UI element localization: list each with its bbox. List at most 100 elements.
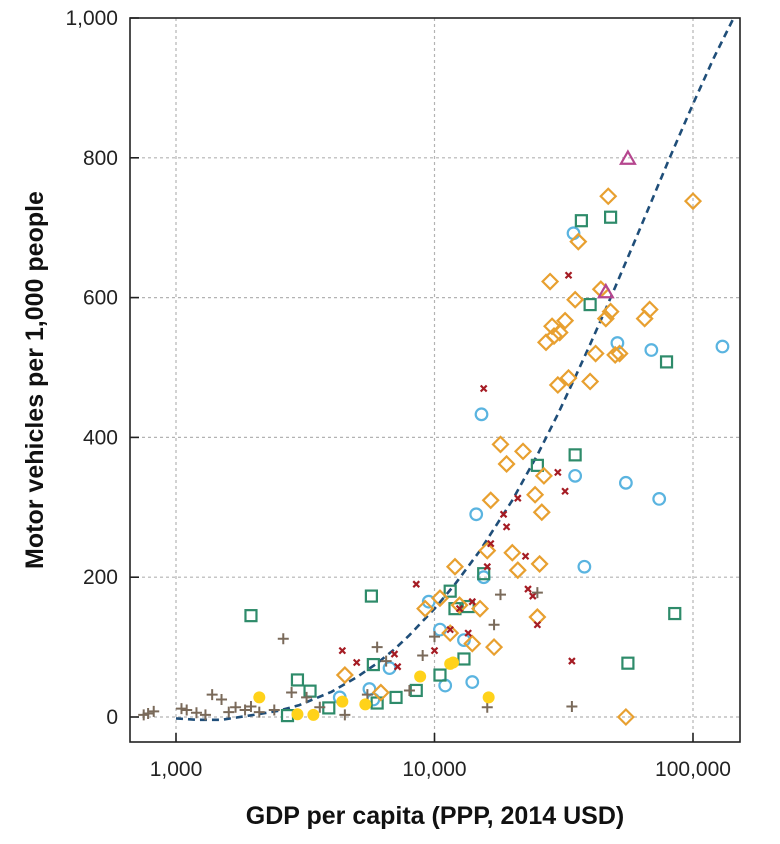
- point-circle-open: [568, 468, 583, 483]
- point-diamond-open: [450, 596, 469, 615]
- point-diamond-open: [683, 192, 703, 211]
- point-cross: [430, 646, 439, 655]
- point-diamond-open: [566, 290, 585, 309]
- point-diamond-open: [586, 344, 605, 363]
- point-plus: [301, 691, 313, 703]
- point-diamond-open: [478, 541, 497, 560]
- point-square-open: [290, 673, 305, 687]
- point-cross: [524, 585, 532, 593]
- y-tick-label: 1,000: [65, 7, 118, 30]
- point-cross: [499, 510, 508, 519]
- point-diamond-open: [530, 554, 549, 573]
- point-diamond-open: [491, 435, 510, 454]
- point-diamond-open: [534, 466, 553, 485]
- point-diamond-open: [640, 300, 659, 319]
- point-plus: [223, 706, 235, 718]
- point-plus: [417, 649, 429, 661]
- point-circle-open: [715, 339, 730, 354]
- y-tick-label: 200: [83, 566, 118, 589]
- y-axis-title: Motor vehicles per 1,000 people: [21, 191, 49, 569]
- point-cross: [412, 580, 421, 588]
- point-plus: [148, 705, 160, 717]
- point-diamond-open: [548, 375, 567, 395]
- point-square-open: [604, 210, 618, 224]
- point-circle-open: [618, 475, 633, 490]
- point-plus: [277, 633, 289, 645]
- point-diamond-open: [556, 311, 575, 330]
- point-triangle-open: [596, 282, 615, 299]
- point-diamond-open: [616, 707, 635, 727]
- point-plus: [199, 709, 211, 721]
- point-plus: [268, 704, 280, 716]
- point-square-open: [389, 690, 403, 705]
- point-diamond-open: [503, 543, 522, 562]
- point-square-open: [621, 656, 635, 670]
- point-plus: [190, 707, 202, 719]
- x-tick-label: 100,000: [655, 758, 731, 781]
- point-square-open: [433, 668, 447, 682]
- point-circle-filled: [336, 695, 349, 708]
- point-diamond-open: [481, 491, 500, 510]
- point-square-open: [583, 297, 597, 312]
- point-diamond-open: [485, 638, 504, 657]
- point-diamond-open: [550, 323, 569, 342]
- point-cross: [521, 552, 530, 561]
- point-plus: [371, 641, 383, 653]
- point-cross: [554, 468, 562, 477]
- point-square-open: [568, 448, 582, 462]
- y-tick-label: 600: [83, 287, 118, 310]
- point-circle-open: [465, 675, 480, 689]
- point-circle-open: [652, 492, 667, 506]
- point-plus: [339, 709, 351, 721]
- point-circle-open: [566, 226, 581, 241]
- point-circle-open: [577, 559, 592, 574]
- point-diamond-open: [470, 599, 490, 618]
- point-square-open: [457, 652, 471, 666]
- point-plus: [245, 701, 257, 713]
- point-diamond-open: [532, 503, 551, 522]
- y-tick-label: 0: [106, 706, 118, 729]
- point-diamond-open: [601, 302, 620, 321]
- point-cross: [568, 657, 576, 665]
- point-plus: [403, 684, 415, 696]
- point-cross: [483, 562, 492, 571]
- point-plus: [230, 701, 242, 713]
- point-diamond-open: [596, 309, 615, 328]
- axis-ticks: [130, 17, 694, 742]
- point-plus: [239, 704, 251, 716]
- point-circle-open: [469, 507, 484, 522]
- point-diamond-open: [610, 344, 629, 363]
- point-diamond-open: [463, 634, 482, 653]
- x-tick-label: 10,000: [402, 758, 466, 781]
- point-cross: [464, 629, 472, 637]
- point-plus: [531, 587, 543, 599]
- point-diamond-open: [559, 368, 578, 388]
- point-diamond-open: [581, 372, 600, 391]
- point-circle-filled: [253, 691, 266, 704]
- point-cross: [390, 650, 399, 658]
- point-circle-open: [644, 343, 659, 357]
- point-diamond-open: [445, 557, 465, 576]
- point-cross: [561, 487, 569, 496]
- point-plus: [175, 703, 187, 715]
- point-square-open: [443, 584, 457, 598]
- point-square-open: [364, 589, 378, 603]
- tick-labels: 1,000 10,000 100,000 0 200 400 600 800 1,000: [65, 7, 731, 781]
- point-diamond-open: [513, 442, 533, 461]
- point-diamond-open: [335, 666, 354, 685]
- point-diamond-open: [536, 333, 556, 352]
- point-cross: [393, 662, 402, 671]
- point-cross: [352, 658, 361, 667]
- point-plus: [380, 655, 392, 667]
- point-plus: [253, 706, 265, 718]
- point-circle-filled: [447, 656, 460, 669]
- grid-lines: [130, 18, 740, 742]
- point-plus: [314, 701, 326, 713]
- point-cross: [533, 620, 542, 629]
- point-plus: [481, 701, 493, 713]
- point-square-open: [668, 606, 682, 621]
- point-square-open: [477, 567, 491, 581]
- point-plus: [142, 708, 154, 720]
- point-diamond-open: [508, 561, 527, 580]
